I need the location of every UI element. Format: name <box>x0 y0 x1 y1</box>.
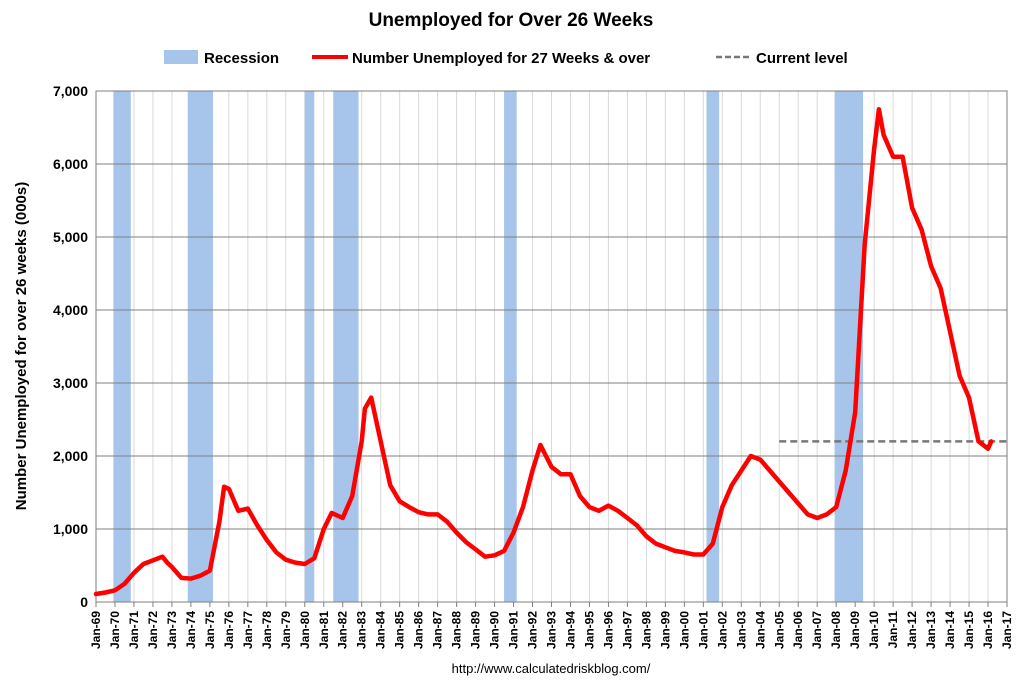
x-tick-label: Jan-91 <box>507 611 521 649</box>
x-tick-label: Jan-75 <box>203 611 217 649</box>
x-tick-label: Jan-83 <box>355 611 369 649</box>
x-tick-label: Jan-11 <box>886 611 900 649</box>
x-tick-label: Jan-77 <box>241 611 255 649</box>
x-tick-label: Jan-01 <box>696 611 710 649</box>
x-tick-label: Jan-88 <box>450 611 464 649</box>
y-tick-label: 2,000 <box>53 448 88 464</box>
x-tick-label: Jan-71 <box>127 611 141 649</box>
x-tick-label: Jan-76 <box>222 611 236 649</box>
recession-band <box>706 91 720 602</box>
plot-area: 0 1,000 2,000 3,000 4,000 5,000 6,000 7,000 Jan-… <box>53 83 1014 649</box>
x-tick-label: Jan-00 <box>677 611 691 649</box>
series-line-long-term-unemployed <box>93 107 994 597</box>
y-tick-label: 4,000 <box>53 302 88 318</box>
x-tick-label: Jan-04 <box>753 611 767 649</box>
x-tick-label: Jan-94 <box>563 611 577 649</box>
source-credit: http://www.calculatedriskblog.com/ <box>452 661 651 676</box>
recession-band <box>504 91 517 602</box>
x-tick-label: Jan-07 <box>810 611 824 649</box>
recession-band <box>187 91 214 602</box>
x-tick-label: Jan-02 <box>715 611 729 649</box>
x-tick-label: Jan-72 <box>146 611 160 649</box>
x-tick-label: Jan-16 <box>981 611 995 649</box>
x-tick-label: Jan-70 <box>108 611 122 649</box>
x-tick-label: Jan-78 <box>260 611 274 649</box>
x-tick-label: Jan-96 <box>601 611 615 649</box>
recession-band <box>304 91 315 602</box>
x-tick-label: Jan-98 <box>639 611 653 649</box>
x-tick-label: Jan-09 <box>848 611 862 649</box>
x-tick-label: Jan-12 <box>905 611 919 649</box>
y-tick-label: 1,000 <box>53 521 88 537</box>
x-tick-label: Jan-97 <box>620 611 634 649</box>
x-tick-label: Jan-87 <box>431 611 445 649</box>
x-tick-label: Jan-15 <box>962 611 976 649</box>
x-tick-label: Jan-74 <box>184 611 198 649</box>
recession-band <box>333 91 359 602</box>
legend-label-recession: Recession <box>204 50 279 67</box>
legend-swatch-recession <box>164 50 198 64</box>
x-tick-label: Jan-99 <box>658 611 672 649</box>
x-tick-label: Jan-08 <box>829 611 843 649</box>
x-tick-label: Jan-80 <box>298 611 312 649</box>
y-tick-label: 7,000 <box>53 83 88 99</box>
legend: Recession Number Unemployed for 27 Weeks… <box>164 50 848 67</box>
legend-label-current-level: Current level <box>756 50 848 67</box>
recession-band <box>113 91 131 602</box>
x-tick-label: Jan-85 <box>393 611 407 649</box>
x-tick-label: Jan-79 <box>279 611 293 649</box>
x-tick-label: Jan-06 <box>791 611 805 649</box>
y-tick-label: 5,000 <box>53 229 88 245</box>
y-tick-label: 3,000 <box>53 375 88 391</box>
x-tick-label: Jan-69 <box>89 611 103 649</box>
x-tick-label: Jan-10 <box>867 611 881 649</box>
x-tick-label: Jan-17 <box>1000 611 1014 649</box>
y-tick-label: 6,000 <box>53 156 88 172</box>
y-axis-label: Number Unemployed for over 26 weeks (000… <box>13 182 30 510</box>
y-tick-label: 0 <box>80 594 88 610</box>
x-tick-label: Jan-13 <box>924 611 938 649</box>
x-tick-label: Jan-90 <box>488 611 502 649</box>
legend-label-series: Number Unemployed for 27 Weeks & over <box>352 50 650 67</box>
x-tick-label: Jan-95 <box>582 611 596 649</box>
x-tick-label: Jan-03 <box>734 611 748 649</box>
chart-title: Unemployed for Over 26 Weeks <box>369 10 654 31</box>
x-tick-label: Jan-05 <box>772 611 786 649</box>
x-tick-label: Jan-81 <box>317 611 331 649</box>
x-tick-label: Jan-14 <box>943 611 957 649</box>
x-tick-label: Jan-86 <box>412 611 426 649</box>
x-tick-label: Jan-82 <box>336 611 350 649</box>
x-tick-label: Jan-93 <box>545 611 559 649</box>
x-tick-label: Jan-89 <box>469 611 483 649</box>
x-tick-label: Jan-92 <box>526 611 540 649</box>
x-tick-label: Jan-84 <box>374 611 388 649</box>
x-tick-label: Jan-73 <box>165 611 179 649</box>
